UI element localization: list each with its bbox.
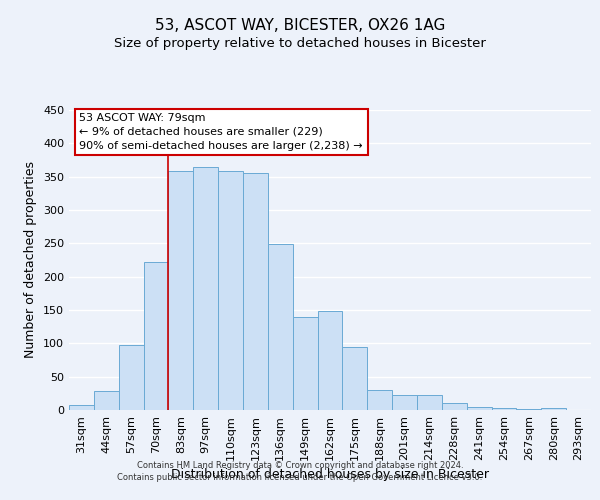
Text: 53, ASCOT WAY, BICESTER, OX26 1AG: 53, ASCOT WAY, BICESTER, OX26 1AG [155, 18, 445, 32]
Bar [143, 262, 169, 410]
Bar [343, 346, 367, 410]
X-axis label: Distribution of detached houses by size in Bicester: Distribution of detached houses by size … [171, 468, 489, 481]
Bar [417, 396, 442, 410]
Bar [541, 408, 566, 410]
Y-axis label: Number of detached properties: Number of detached properties [25, 162, 37, 358]
Bar [69, 404, 94, 410]
Bar [243, 174, 268, 410]
Text: Contains HM Land Registry data © Crown copyright and database right 2024.
Contai: Contains HM Land Registry data © Crown c… [118, 461, 482, 482]
Text: Size of property relative to detached houses in Bicester: Size of property relative to detached ho… [114, 38, 486, 51]
Bar [467, 406, 491, 410]
Bar [193, 166, 218, 410]
Bar [491, 408, 517, 410]
Text: 53 ASCOT WAY: 79sqm
← 9% of detached houses are smaller (229)
90% of semi-detach: 53 ASCOT WAY: 79sqm ← 9% of detached hou… [79, 113, 363, 151]
Bar [293, 316, 317, 410]
Bar [392, 396, 417, 410]
Bar [367, 390, 392, 410]
Bar [169, 172, 193, 410]
Bar [268, 244, 293, 410]
Bar [94, 392, 119, 410]
Bar [317, 312, 343, 410]
Bar [218, 172, 243, 410]
Bar [442, 404, 467, 410]
Bar [119, 344, 143, 410]
